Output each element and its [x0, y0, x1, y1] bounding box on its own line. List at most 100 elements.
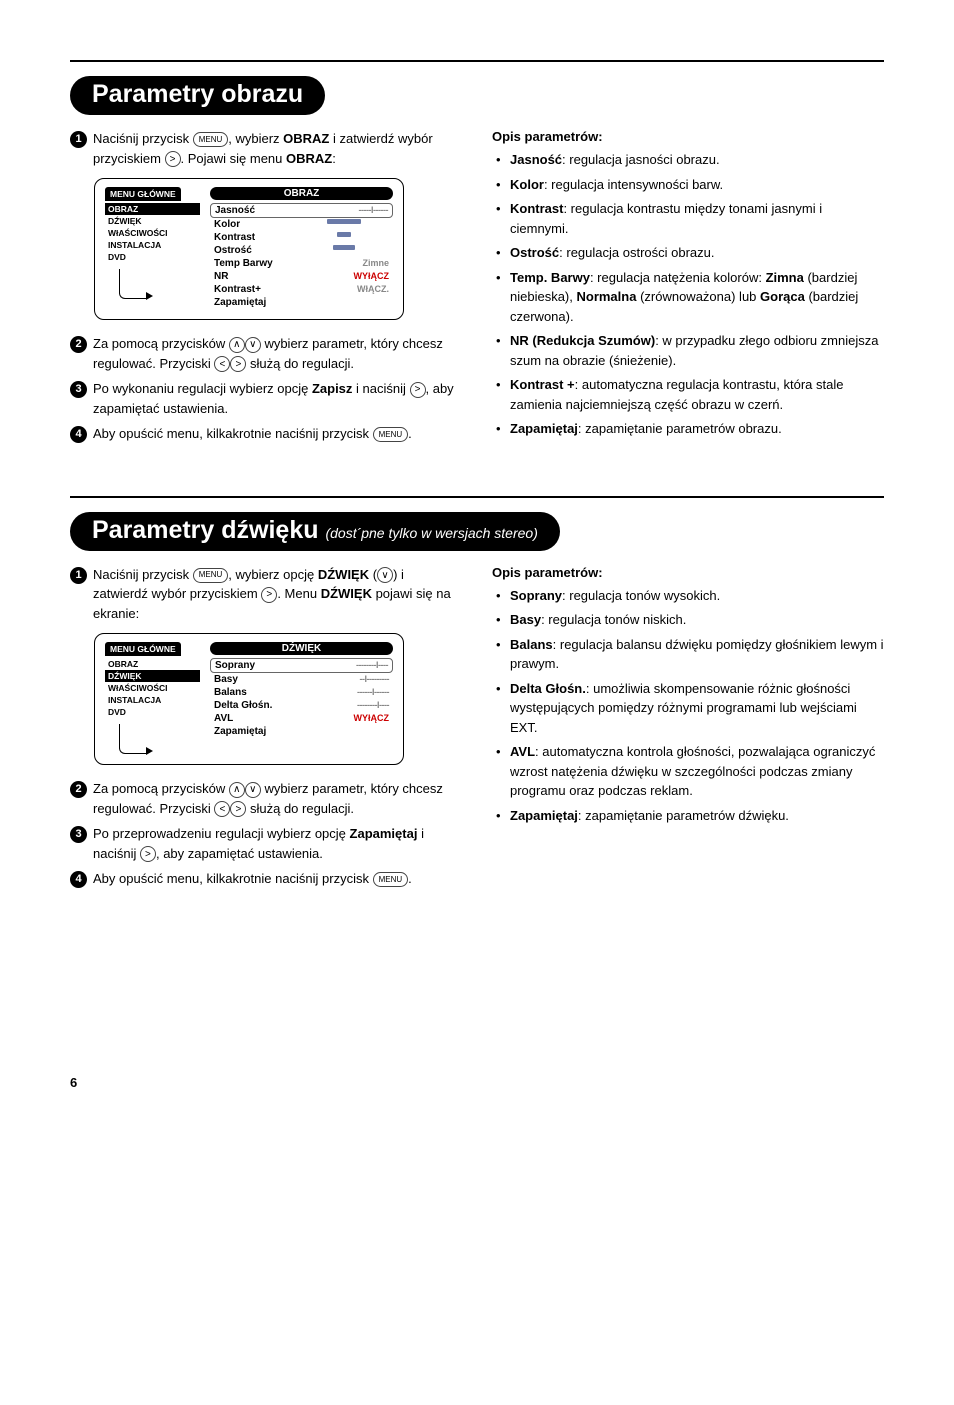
- section1-body: 1 Naciśnij przycisk MENU, wybierz OBRAZ …: [70, 129, 884, 450]
- menu-row: Zapamiętaj: [210, 296, 393, 309]
- up-key: ∧: [229, 337, 245, 353]
- menu-item: OBRAZ: [105, 658, 200, 670]
- step-text: Po przeprowadzeniu regulacji wybierz opc…: [93, 824, 462, 863]
- menu-item: DVD: [105, 251, 200, 263]
- down-key: ∨: [377, 567, 393, 583]
- section2-header: Parametry dźwięku (dost´pne tylko w wers…: [70, 512, 560, 551]
- right-key: >: [261, 587, 277, 603]
- menu-left-list: OBRAZ DŹWIĘK WłAŚCIWOŚCI INSTALACJA DVD: [105, 658, 200, 718]
- menu-item: INSTALACJA: [105, 694, 200, 706]
- section1-header: Parametry obrazu: [70, 76, 325, 115]
- step-number: 1: [70, 131, 87, 148]
- right-key: >: [165, 151, 181, 167]
- step: 4 Aby opuścić menu, kilkakrotnie naciśni…: [70, 869, 462, 889]
- slider: [319, 232, 389, 238]
- menu-title: DŹWIĘK: [210, 642, 393, 655]
- menu-row: Temp BarwyZimne: [210, 257, 393, 270]
- step-text: Naciśnij przycisk MENU, wybierz opcję DŹ…: [93, 565, 462, 624]
- desc-item: Jasność: regulacja jasności obrazu.: [510, 150, 884, 170]
- menu-item: DVD: [105, 706, 200, 718]
- menu-right: DŹWIĘK Soprany--------I---- Basy--I-----…: [210, 642, 393, 754]
- desc-item: Zapamiętaj: zapamiętanie parametrów obra…: [510, 419, 884, 439]
- section-divider: [70, 496, 884, 498]
- step-number: 3: [70, 826, 87, 843]
- desc-title: Opis parametrów:: [492, 565, 884, 580]
- arrow-icon: [119, 269, 147, 299]
- desc-list: Soprany: regulacja tonów wysokich. Basy:…: [492, 586, 884, 826]
- step-number: 4: [70, 426, 87, 443]
- menu-left: MENU GŁÓWNE OBRAZ DŹWIĘK WłAŚCIWOŚCI INS…: [105, 642, 200, 754]
- step: 2 Za pomocą przycisków ∧∨ wybierz parame…: [70, 334, 462, 373]
- menu-item: OBRAZ: [105, 203, 200, 215]
- menu-key: MENU: [193, 132, 229, 147]
- right-key: >: [230, 801, 246, 817]
- section1-left: 1 Naciśnij przycisk MENU, wybierz OBRAZ …: [70, 129, 462, 450]
- menu-tab: MENU GŁÓWNE: [105, 187, 181, 201]
- menu-row: AVLWYłĄCZ: [210, 712, 393, 725]
- down-key: ∨: [245, 782, 261, 798]
- menu-title: OBRAZ: [210, 187, 393, 200]
- step-text: Za pomocą przycisków ∧∨ wybierz parametr…: [93, 334, 462, 373]
- desc-item: Balans: regulacja balansu dźwięku pomięd…: [510, 635, 884, 674]
- right-key: >: [410, 382, 426, 398]
- menu-row: Kolor: [210, 218, 393, 231]
- section2-body: 1 Naciśnij przycisk MENU, wybierz opcję …: [70, 565, 884, 895]
- menu-left: MENU GŁÓWNE OBRAZ DŹWIĘK WłAŚCIWOŚCI INS…: [105, 187, 200, 309]
- menu-key: MENU: [193, 568, 229, 583]
- menu-key: MENU: [373, 427, 409, 442]
- menu-tab: MENU GŁÓWNE: [105, 642, 181, 656]
- step: 1 Naciśnij przycisk MENU, wybierz OBRAZ …: [70, 129, 462, 168]
- menu-box-dzwiek: MENU GŁÓWNE OBRAZ DŹWIĘK WłAŚCIWOŚCI INS…: [94, 633, 404, 765]
- section1-title: Parametry obrazu: [92, 80, 303, 108]
- menu-row: NRWYłĄCZ: [210, 270, 393, 283]
- section2-left: 1 Naciśnij przycisk MENU, wybierz opcję …: [70, 565, 462, 895]
- menu-item: WłAŚCIWOŚCI: [105, 682, 200, 694]
- section-divider: [70, 60, 884, 62]
- desc-item: Basy: regulacja tonów niskich.: [510, 610, 884, 630]
- desc-item: Zapamiętaj: zapamiętanie parametrów dźwi…: [510, 806, 884, 826]
- step-number: 2: [70, 336, 87, 353]
- arrow-icon: [119, 724, 147, 754]
- step-text: Naciśnij przycisk MENU, wybierz OBRAZ i …: [93, 129, 462, 168]
- slider: [319, 245, 389, 251]
- menu-row: Basy--I---------: [210, 673, 393, 686]
- desc-title: Opis parametrów:: [492, 129, 884, 144]
- step: 2 Za pomocą przycisków ∧∨ wybierz parame…: [70, 779, 462, 818]
- menu-item: WłAŚCIWOŚCI: [105, 227, 200, 239]
- desc-item: Kontrast: regulacja kontrastu między ton…: [510, 199, 884, 238]
- menu-row: Delta Głośn.--------I----: [210, 699, 393, 712]
- menu-row: Jasność-----I------: [210, 203, 393, 218]
- desc-item: Delta Głośn.: umożliwia skompensowanie r…: [510, 679, 884, 738]
- step: 1 Naciśnij przycisk MENU, wybierz opcję …: [70, 565, 462, 624]
- menu-left-list: OBRAZ DŹWIĘK WłAŚCIWOŚCI INSTALACJA DVD: [105, 203, 200, 263]
- left-key: <: [214, 801, 230, 817]
- step-text: Aby opuścić menu, kilkakrotnie naciśnij …: [93, 869, 462, 889]
- menu-item: DŹWIĘK: [105, 215, 200, 227]
- step: 3 Po przeprowadzeniu regulacji wybierz o…: [70, 824, 462, 863]
- step-text: Za pomocą przycisków ∧∨ wybierz parametr…: [93, 779, 462, 818]
- desc-item: Ostrość: regulacja ostrości obrazu.: [510, 243, 884, 263]
- desc-item: NR (Redukcja Szumów): w przypadku złego …: [510, 331, 884, 370]
- step-number: 4: [70, 871, 87, 888]
- desc-list: Jasność: regulacja jasności obrazu. Kolo…: [492, 150, 884, 439]
- menu-right: OBRAZ Jasność-----I------ Kolor Kontrast…: [210, 187, 393, 309]
- menu-row: Ostrość: [210, 244, 393, 257]
- down-key: ∨: [245, 337, 261, 353]
- step-number: 3: [70, 381, 87, 398]
- step: 3 Po wykonaniu regulacji wybierz opcję Z…: [70, 379, 462, 418]
- menu-item: INSTALACJA: [105, 239, 200, 251]
- desc-item: AVL: automatyczna kontrola głośności, po…: [510, 742, 884, 801]
- menu-row: Balans------I------: [210, 686, 393, 699]
- right-key: >: [230, 356, 246, 372]
- step-text: Aby opuścić menu, kilkakrotnie naciśnij …: [93, 424, 462, 444]
- step-number: 1: [70, 567, 87, 584]
- menu-row: Kontrast+WłĄCZ.: [210, 283, 393, 296]
- menu-key: MENU: [373, 872, 409, 887]
- left-key: <: [214, 356, 230, 372]
- step-number: 2: [70, 781, 87, 798]
- desc-item: Kontrast +: automatyczna regulacja kontr…: [510, 375, 884, 414]
- page-number: 6: [70, 1075, 884, 1090]
- step-text: Po wykonaniu regulacji wybierz opcję Zap…: [93, 379, 462, 418]
- menu-item: DŹWIĘK: [105, 670, 200, 682]
- menu-row: Kontrast: [210, 231, 393, 244]
